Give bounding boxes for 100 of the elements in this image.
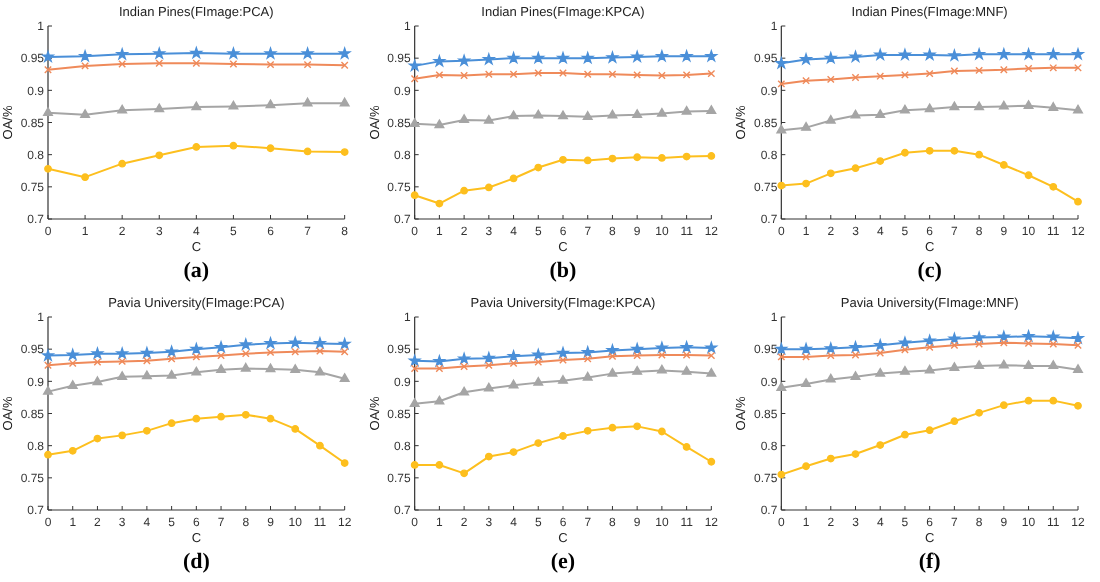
point bbox=[44, 450, 52, 459]
point bbox=[775, 57, 788, 69]
point bbox=[950, 67, 959, 75]
point bbox=[850, 109, 861, 119]
point bbox=[682, 443, 691, 451]
point bbox=[901, 345, 909, 354]
point bbox=[608, 154, 617, 163]
point bbox=[165, 345, 178, 357]
point bbox=[266, 144, 275, 153]
point bbox=[118, 431, 127, 440]
point bbox=[507, 350, 520, 362]
point bbox=[509, 359, 518, 368]
point bbox=[459, 114, 470, 124]
point bbox=[143, 426, 151, 435]
point bbox=[849, 341, 862, 353]
point bbox=[826, 351, 835, 360]
point bbox=[1074, 197, 1082, 206]
point bbox=[1023, 360, 1034, 370]
point bbox=[435, 199, 444, 208]
point bbox=[154, 103, 165, 113]
point bbox=[433, 355, 446, 367]
point bbox=[228, 100, 239, 110]
point bbox=[264, 337, 277, 349]
point bbox=[876, 157, 885, 165]
point bbox=[850, 371, 861, 381]
point bbox=[582, 371, 593, 381]
point bbox=[974, 101, 985, 111]
point bbox=[460, 362, 469, 371]
point bbox=[190, 46, 203, 59]
point bbox=[583, 70, 592, 79]
point bbox=[924, 103, 935, 113]
point bbox=[583, 354, 592, 363]
point bbox=[925, 146, 934, 155]
point bbox=[167, 354, 176, 363]
point bbox=[656, 364, 667, 374]
point bbox=[948, 332, 961, 344]
point bbox=[633, 71, 642, 79]
point bbox=[155, 151, 164, 160]
text: (b) bbox=[549, 259, 578, 283]
point bbox=[80, 109, 91, 118]
point bbox=[142, 356, 151, 365]
point bbox=[925, 343, 934, 352]
point bbox=[532, 348, 545, 360]
point bbox=[776, 124, 787, 134]
point bbox=[338, 47, 351, 59]
point bbox=[706, 367, 717, 377]
point bbox=[849, 50, 862, 62]
point bbox=[191, 101, 202, 111]
point bbox=[191, 366, 202, 376]
point bbox=[66, 348, 79, 360]
point bbox=[559, 432, 567, 440]
point bbox=[776, 382, 787, 391]
point bbox=[81, 61, 89, 70]
text: (e) bbox=[550, 550, 576, 574]
point bbox=[680, 50, 693, 62]
point bbox=[633, 422, 642, 431]
point bbox=[1024, 64, 1033, 73]
point bbox=[410, 191, 419, 200]
point bbox=[44, 164, 52, 173]
point bbox=[1022, 48, 1035, 60]
point bbox=[924, 364, 935, 374]
point bbox=[192, 414, 201, 423]
point bbox=[681, 105, 692, 115]
point bbox=[266, 60, 275, 69]
point bbox=[118, 159, 127, 168]
point bbox=[215, 341, 227, 353]
point bbox=[801, 378, 812, 388]
point bbox=[706, 105, 717, 115]
point bbox=[153, 47, 166, 59]
point bbox=[302, 97, 313, 107]
point bbox=[166, 369, 177, 379]
point bbox=[265, 99, 276, 109]
point bbox=[192, 352, 201, 361]
point bbox=[559, 356, 567, 364]
point bbox=[533, 109, 544, 119]
point bbox=[851, 351, 860, 359]
point bbox=[802, 179, 810, 188]
point bbox=[999, 161, 1008, 169]
point bbox=[43, 385, 53, 395]
point bbox=[433, 55, 446, 67]
point bbox=[509, 174, 518, 183]
point bbox=[608, 423, 617, 432]
point bbox=[875, 109, 886, 118]
point bbox=[509, 70, 518, 79]
point bbox=[975, 340, 984, 348]
point bbox=[949, 101, 960, 111]
point bbox=[608, 352, 617, 361]
point bbox=[192, 59, 201, 68]
point bbox=[338, 337, 351, 350]
point bbox=[802, 76, 810, 85]
point bbox=[117, 104, 128, 114]
point bbox=[777, 181, 786, 190]
point bbox=[558, 110, 568, 120]
point bbox=[949, 362, 960, 372]
point bbox=[91, 347, 104, 359]
point bbox=[999, 65, 1008, 74]
point bbox=[607, 109, 618, 119]
point bbox=[802, 462, 810, 471]
point bbox=[534, 358, 543, 366]
point bbox=[93, 434, 102, 443]
